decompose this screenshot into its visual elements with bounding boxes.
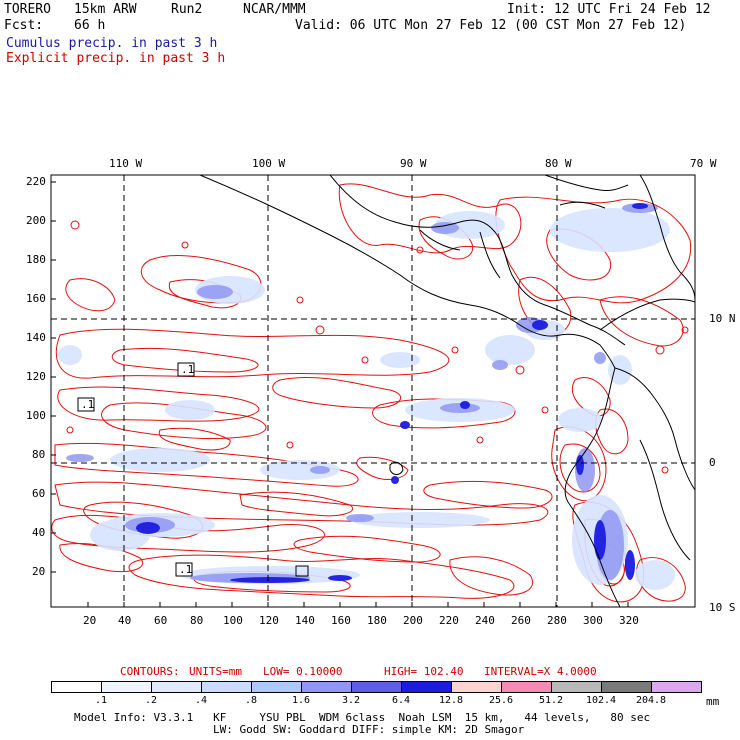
colorbar-label: 1.6 [291, 695, 311, 706]
box-label: .1 [179, 563, 193, 576]
left-tick-label: 80 [32, 448, 46, 461]
left-tick-label: 220 [26, 175, 46, 188]
bottom-tick-label: 20 [83, 614, 97, 627]
left-tick-label: 180 [26, 253, 46, 266]
colorbar-swatch [451, 681, 502, 693]
left-tick-label: 160 [26, 292, 46, 305]
bottom-tick-label: 180 [367, 614, 387, 627]
left-tick-label: 60 [32, 487, 46, 500]
bottom-tick-label: 40 [118, 614, 132, 627]
org-label: NCAR/MMM [243, 2, 306, 17]
model-resolution: 15km ARW [74, 2, 137, 17]
lat-label-10s: 10 S [709, 601, 736, 614]
map-frame [50, 174, 696, 608]
model-info: Model Info: V3.3.1 KF YSU PBL WDM 6class… [74, 711, 651, 724]
colorbar-swatch [201, 681, 252, 693]
colorbar-swatch [101, 681, 152, 693]
lat-label-10n: 10 N [709, 312, 736, 325]
explicit-precip-contours [51, 183, 692, 603]
bottom-tick-label: 120 [259, 614, 279, 627]
bottom-tick-label: 100 [223, 614, 243, 627]
physics-info: LW: Godd SW: Goddard DIFF: simple KM: 2D… [213, 723, 525, 736]
contours-title: CONTOURS: [120, 665, 180, 678]
lon-label-80w: 80 W [545, 157, 572, 170]
colorbar-swatch [601, 681, 652, 693]
colorbar-label: .2 [144, 695, 158, 706]
colorbar-label: .1 [94, 695, 108, 706]
bottom-tick-label: 60 [154, 614, 168, 627]
bottom-tick-label: 280 [547, 614, 567, 627]
bottom-axis-ticks [87, 602, 629, 607]
explicit-legend: Explicit precip. in past 3 h [6, 51, 226, 66]
colorbar-label: 102.4 [585, 695, 617, 706]
bottom-tick-label: 320 [619, 614, 639, 627]
colorbar-swatch [651, 681, 702, 693]
contour-label-boxes [77, 362, 309, 577]
colorbar-swatch [151, 681, 202, 693]
contours-units: UNITS=mm [189, 665, 242, 678]
bottom-tick-label: 140 [295, 614, 315, 627]
bottom-tick-label: 220 [439, 614, 459, 627]
left-tick-label: 20 [32, 565, 46, 578]
bottom-tick-label: 160 [331, 614, 351, 627]
contours-high: HIGH= 102.40 [384, 665, 464, 678]
model-name: TORERO [4, 2, 51, 17]
contours-interval: INTERVAL=X 4.0000 [484, 665, 597, 678]
left-axis-ticks [51, 181, 56, 573]
left-tick-label: 200 [26, 214, 46, 227]
colorbar-label: .8 [244, 695, 258, 706]
box-label: .1 [181, 363, 195, 376]
colorbar-swatch [501, 681, 552, 693]
lon-label-100w: 100 W [252, 157, 286, 170]
left-tick-label: 40 [32, 526, 46, 539]
bottom-tick-label: 200 [403, 614, 423, 627]
left-tick-label: 100 [26, 409, 46, 422]
left-tick-label: 140 [26, 331, 46, 344]
colorbar-swatch [301, 681, 352, 693]
colorbar-label: 6.4 [391, 695, 411, 706]
lon-label-110w: 110 W [109, 157, 143, 170]
colorbar-label: 3.2 [341, 695, 361, 706]
cumulus-precip-shading [58, 203, 675, 590]
colorbar-label: 12.8 [438, 695, 464, 706]
colorbar-unit: mm [706, 695, 720, 708]
colorbar-label: 25.6 [488, 695, 514, 706]
colorbar-label: 51.2 [538, 695, 564, 706]
box-label: .1 [81, 398, 95, 411]
lat-label-0: 0 [709, 456, 716, 469]
left-tick-label: 120 [26, 370, 46, 383]
bottom-tick-label: 240 [475, 614, 495, 627]
contours-low: LOW= 0.10000 [263, 665, 343, 678]
coastlines [199, 175, 695, 607]
colorbar-label: 204.8 [635, 695, 667, 706]
cumulus-legend: Cumulus precip. in past 3 h [6, 36, 218, 51]
init-time: Init: 12 UTC Fri 24 Feb 12 [507, 2, 711, 17]
bottom-tick-label: 80 [190, 614, 204, 627]
lon-label-70w: 70 W [690, 157, 717, 170]
forecast-label: Fcst: [4, 18, 44, 33]
forecast-hour: 66 h [74, 18, 106, 33]
colorbar-swatch [551, 681, 602, 693]
lat-lon-grid [51, 175, 695, 607]
colorbar-swatch [401, 681, 452, 693]
colorbar-swatch [351, 681, 402, 693]
run-label: Run2 [171, 2, 203, 17]
colorbar-swatch [251, 681, 302, 693]
bottom-tick-label: 300 [583, 614, 603, 627]
lon-label-90w: 90 W [400, 157, 427, 170]
valid-time: Valid: 06 UTC Mon 27 Feb 12 (00 CST Mon … [295, 18, 687, 33]
colorbar-label: .4 [194, 695, 208, 706]
colorbar-swatch [51, 681, 102, 693]
bottom-tick-label: 260 [511, 614, 531, 627]
